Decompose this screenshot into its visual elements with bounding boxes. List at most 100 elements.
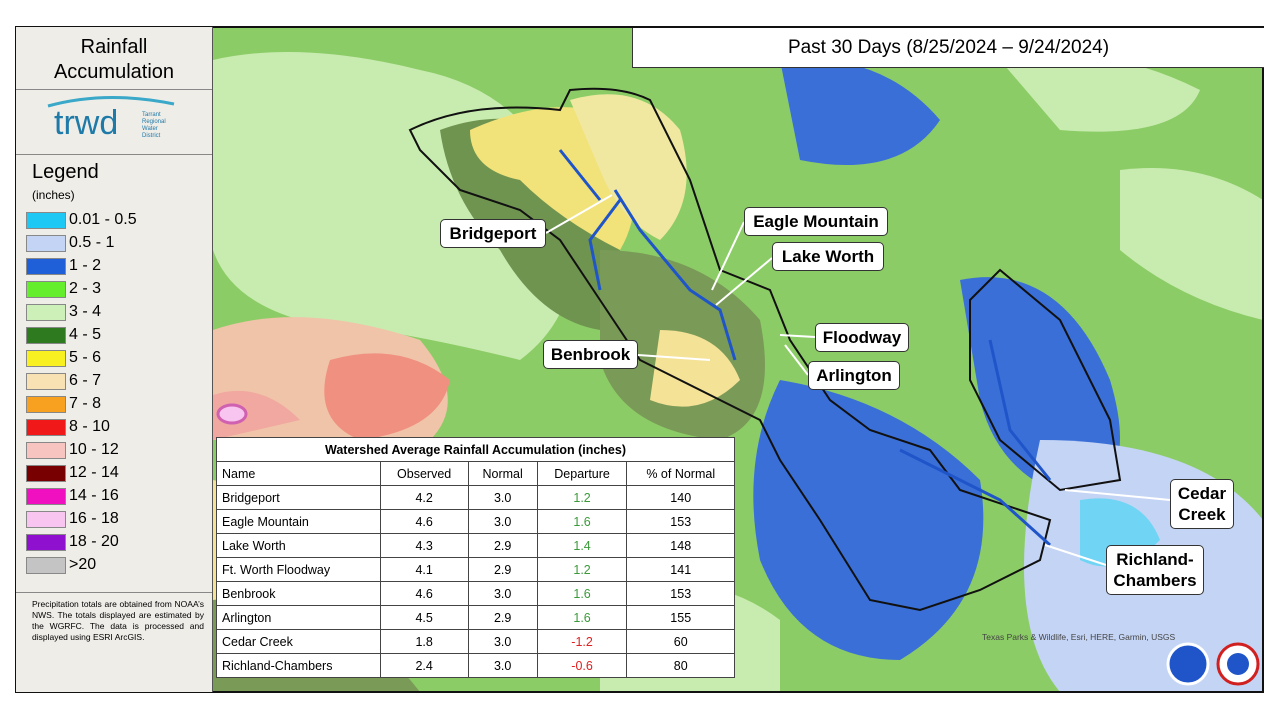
- table-cell: 1.6: [536, 581, 628, 606]
- label-line: Benbrook: [550, 345, 631, 364]
- table-cell: 1.6: [536, 509, 628, 534]
- legend-label: 16 - 18: [69, 510, 119, 527]
- legend-label: 6 - 7: [69, 372, 102, 389]
- legend-item: 14 - 16: [26, 485, 119, 507]
- map-label: Lake Worth: [772, 242, 884, 271]
- legend-label: 3 - 4: [69, 303, 102, 320]
- header-title: Past 30 Days (8/25/2024 – 9/24/2024): [632, 28, 1264, 68]
- title-line: Accumulation: [53, 61, 175, 83]
- legend-item: 0.5 - 1: [26, 232, 114, 254]
- legend-label: 12 - 14: [69, 464, 119, 481]
- legend-item: 16 - 18: [26, 508, 119, 530]
- map-label: Bridgeport: [440, 219, 546, 248]
- legend-swatch: [26, 464, 66, 482]
- legend-units: (inches): [32, 188, 75, 202]
- summary-table: Watershed Average Rainfall Accumulation …: [216, 437, 735, 678]
- legend-label: 1 - 2: [69, 257, 102, 274]
- legend-swatch: [26, 326, 66, 344]
- caption-line: Regional: [142, 119, 166, 125]
- table-cell: -0.6: [536, 653, 628, 678]
- legend-swatch: [26, 211, 66, 229]
- table-cell: 153: [626, 509, 735, 534]
- label-line: Creek: [1178, 505, 1226, 524]
- table-row: Arlington 4.5 2.9 1.6 155: [216, 605, 735, 630]
- legend-swatch: [26, 257, 66, 275]
- table-cell: Bridgeport: [216, 485, 381, 510]
- sidebar: Rainfall Accumulation trwd Tarrant Regio…: [16, 27, 213, 692]
- legend-item: >20: [26, 554, 96, 576]
- table-cell: 80: [626, 653, 735, 678]
- legend-label: 8 - 10: [69, 418, 110, 435]
- label-line: Arlington: [816, 366, 892, 385]
- table-cell: 4.2: [379, 485, 469, 510]
- table-row: Richland-Chambers 2.4 3.0 -0.6 80: [216, 653, 735, 678]
- table-cell: 1.8: [379, 629, 469, 654]
- caption-line: Water: [142, 126, 158, 132]
- legend-item: 0.01 - 0.5: [26, 209, 137, 231]
- legend-label: >20: [69, 556, 97, 573]
- legend-label: 18 - 20: [69, 533, 119, 550]
- legend-label: 10 - 12: [69, 441, 119, 458]
- table-cell: 3.0: [467, 509, 538, 534]
- label-line: Floodway: [822, 328, 902, 347]
- column-header: Departure: [536, 461, 628, 486]
- table-row: Eagle Mountain 4.6 3.0 1.6 153: [216, 509, 735, 534]
- table-cell: 3.0: [467, 485, 538, 510]
- table-cell: 4.5: [379, 605, 469, 630]
- note: Precipitation totals are obtained from N…: [32, 599, 204, 642]
- legend-swatch: [26, 556, 66, 574]
- logo-caption: Tarrant Regional Water District: [142, 112, 166, 140]
- table-cell: Lake Worth: [216, 533, 381, 558]
- legend-swatch: [26, 349, 66, 367]
- table-cell: 2.9: [467, 533, 538, 558]
- map-label: Cedar Creek: [1170, 479, 1234, 529]
- table-row: Benbrook 4.6 3.0 1.6 153: [216, 581, 735, 606]
- legend-item: 4 - 5: [26, 324, 101, 346]
- table-cell: Eagle Mountain: [216, 509, 381, 534]
- table-cell: 3.0: [467, 581, 538, 606]
- table-title: Watershed Average Rainfall Accumulation …: [216, 437, 735, 462]
- table-cell: 1.4: [536, 533, 628, 558]
- table-cell: 4.6: [379, 581, 469, 606]
- table-cell: 2.9: [467, 605, 538, 630]
- legend-item: 6 - 7: [26, 370, 101, 392]
- logo: trwd Tarrant Regional Water District: [16, 89, 212, 154]
- table-cell: 4.3: [379, 533, 469, 558]
- legend-swatch: [26, 510, 66, 528]
- legend-item: 8 - 10: [26, 416, 110, 438]
- logo-swoosh: [47, 96, 175, 108]
- table-cell: 4.6: [379, 509, 469, 534]
- table-cell: Ft. Worth Floodway: [216, 557, 381, 582]
- column-header: Observed: [379, 461, 469, 486]
- map-label: Benbrook: [543, 340, 638, 369]
- table-cell: -1.2: [536, 629, 628, 654]
- table-cell: Cedar Creek: [216, 629, 381, 654]
- label-line: Cedar: [1177, 484, 1227, 503]
- table-cell: 1.2: [536, 485, 628, 510]
- legend-swatch: [26, 487, 66, 505]
- table-cell: 3.0: [467, 629, 538, 654]
- table-cell: 1.2: [536, 557, 628, 582]
- legend-swatch: [26, 418, 66, 436]
- legend-label: 0.5 - 1: [69, 234, 115, 251]
- column-header: Name: [216, 461, 381, 486]
- table-cell: Benbrook: [216, 581, 381, 606]
- label-line: Richland-: [1116, 550, 1194, 569]
- legend-item: 5 - 6: [26, 347, 101, 369]
- table-cell: 2.9: [467, 557, 538, 582]
- table-cell: 4.1: [379, 557, 469, 582]
- legend-label: 4 - 5: [69, 326, 102, 343]
- map-label: Richland- Chambers: [1106, 545, 1204, 595]
- attribution: Texas Parks & Wildlife, Esri, HERE, Garm…: [982, 632, 1176, 642]
- table-cell: 155: [626, 605, 735, 630]
- legend-item: 1 - 2: [26, 255, 101, 277]
- map-label: Floodway: [815, 323, 909, 352]
- table-row: Lake Worth 4.3 2.9 1.4 148: [216, 533, 735, 558]
- table-row: Ft. Worth Floodway 4.1 2.9 1.2 141: [216, 557, 735, 582]
- legend-item: 18 - 20: [26, 531, 119, 553]
- legend-item: 10 - 12: [26, 439, 119, 461]
- table-cell: 153: [626, 581, 735, 606]
- legend-label: 7 - 8: [69, 395, 102, 412]
- legend-swatch: [26, 533, 66, 551]
